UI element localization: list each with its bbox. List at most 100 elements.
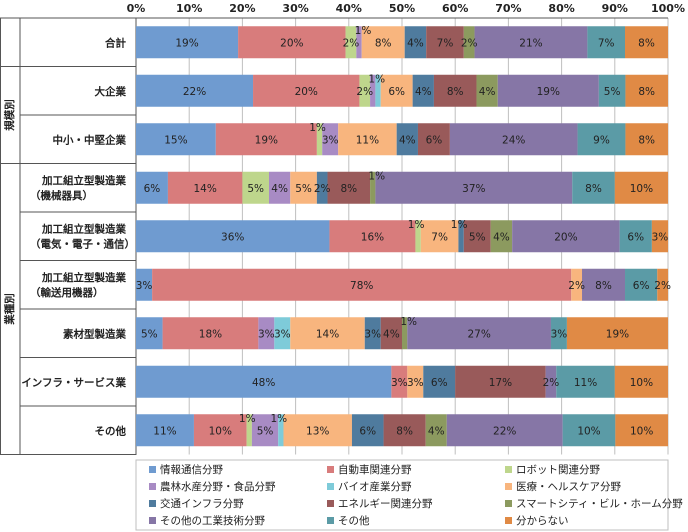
data-label: 4% (271, 183, 288, 195)
bar-segment (329, 220, 416, 253)
bar-segment (136, 414, 194, 447)
data-label: 1% (239, 413, 256, 425)
bar-segment (327, 171, 371, 204)
data-label: 5% (295, 183, 312, 195)
bar-segment (316, 123, 323, 156)
bar-segment (136, 26, 239, 59)
bar-segment (446, 414, 563, 447)
category-label: 中小・中堅企業 (53, 133, 127, 146)
legend-swatch (149, 500, 156, 507)
bar-segment (562, 414, 616, 447)
x-tick-label: 0% (127, 2, 146, 15)
bar-segment (396, 123, 418, 156)
data-label: 3% (391, 377, 408, 389)
x-tick-label: 90% (602, 2, 628, 15)
data-label: 8% (447, 86, 464, 98)
data-label: 21% (519, 37, 542, 49)
data-label: 11% (356, 134, 379, 146)
data-label: 2% (543, 377, 560, 389)
data-label: 6% (633, 280, 650, 292)
data-label: 3% (136, 280, 153, 292)
bar-segment (512, 220, 620, 253)
data-label: 2% (568, 280, 585, 292)
x-tick-label: 70% (495, 2, 521, 15)
bar-segment (136, 268, 153, 301)
bar-segment (625, 26, 668, 59)
data-label: 9% (593, 134, 610, 146)
data-label: 8% (585, 183, 602, 195)
group-label: 規模別 (3, 99, 16, 131)
data-label: 14% (193, 183, 216, 195)
legend-swatch (505, 500, 512, 507)
bar-segment (356, 26, 362, 59)
data-label: 78% (350, 280, 373, 292)
data-label: 1% (309, 122, 326, 134)
category-label: （輸送用機器） (30, 286, 104, 299)
bar-segment (598, 74, 626, 107)
data-label: 10% (630, 425, 653, 437)
x-tick-label: 60% (442, 2, 468, 15)
data-label: 4% (428, 425, 445, 437)
legend-swatch (505, 483, 512, 490)
bar-segment (269, 171, 291, 204)
legend-box (135, 459, 669, 531)
data-label: 7% (437, 37, 454, 49)
data-label: 1% (368, 74, 385, 86)
bar-segment (351, 414, 384, 447)
bar-segment (167, 171, 243, 204)
data-label: 10% (577, 425, 600, 437)
bar-segment (433, 74, 477, 107)
bar-segment (316, 171, 328, 204)
data-label: 4% (479, 86, 496, 98)
data-label: 10% (630, 377, 653, 389)
category-label: 加工組立型製造業 (41, 174, 126, 187)
data-label: 16% (361, 231, 384, 243)
bar-segment (651, 220, 668, 253)
data-label: 2% (654, 280, 671, 292)
data-label: 14% (316, 328, 339, 340)
data-label: 6% (627, 231, 644, 243)
legend-label: エネルギー関連分野 (338, 497, 433, 510)
data-label: 8% (396, 425, 413, 437)
data-label: 22% (493, 425, 516, 437)
data-label: 6% (388, 86, 405, 98)
bar-segment (238, 26, 346, 59)
bar-segment (253, 74, 360, 107)
bar-segment (375, 74, 381, 107)
bar-segment (577, 123, 626, 156)
x-tick-label: 100% (651, 2, 685, 15)
data-label: 19% (606, 328, 629, 340)
bar-segment (550, 317, 567, 350)
bar-segment (582, 268, 626, 301)
data-label: 3% (364, 328, 381, 340)
bar-segment (615, 414, 668, 447)
x-tick-label: 10% (176, 2, 202, 15)
data-label: 36% (221, 231, 244, 243)
legend-swatch (505, 517, 512, 524)
data-label: 1% (400, 316, 417, 328)
data-label: 20% (554, 231, 577, 243)
data-label: 6% (431, 377, 448, 389)
data-label: 3% (652, 231, 669, 243)
data-label: 6% (359, 425, 376, 437)
category-label: （電気・電子・通信） (30, 237, 135, 250)
data-label: 5% (257, 425, 274, 437)
data-label: 1% (368, 171, 385, 183)
bar-segment (556, 365, 615, 398)
bar-segment (162, 317, 259, 350)
bar-segment (338, 123, 397, 156)
bar-segment (383, 414, 426, 447)
data-label: 5% (604, 86, 621, 98)
bar-segment (407, 317, 551, 350)
bar-segment (246, 414, 252, 447)
legend-swatch (327, 483, 334, 490)
bar-segment (290, 317, 365, 350)
category-label: 大企業 (95, 85, 127, 98)
data-label: 2% (356, 86, 373, 98)
data-label: 8% (638, 134, 655, 146)
data-label: 19% (175, 37, 198, 49)
category-label: インフラ・サービス業 (21, 376, 126, 389)
bar-segment (258, 317, 275, 350)
legend-label: 医療・ヘルスケア分野 (516, 480, 621, 493)
bar-segment (426, 26, 464, 59)
